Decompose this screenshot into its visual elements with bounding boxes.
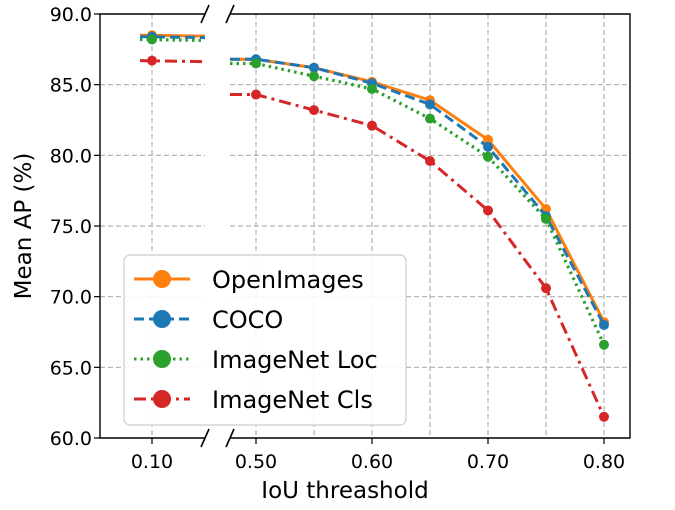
x-tick-label: 0.50 — [235, 451, 277, 473]
y-tick-label: 75.0 — [50, 216, 92, 238]
data-point — [599, 319, 609, 330]
y-axis-title: Mean AP (%) — [11, 153, 37, 300]
series-line-right — [230, 61, 606, 346]
data-point — [309, 105, 319, 116]
legend-marker — [153, 270, 171, 288]
data-point — [483, 141, 493, 152]
x-tick-label: 0.10 — [131, 451, 173, 473]
legend-item: ImageNet Loc — [134, 346, 378, 374]
legend-marker — [153, 390, 171, 408]
y-tick-label: 80.0 — [50, 145, 92, 167]
series-line-right — [230, 57, 606, 326]
data-point — [367, 83, 377, 94]
series-imagenet-cls — [139, 55, 609, 422]
x-tick-label: 0.60 — [351, 451, 393, 473]
y-tick-label: 90.0 — [50, 4, 92, 26]
series-imagenet-loc — [139, 34, 609, 350]
data-point — [425, 113, 435, 124]
data-point — [309, 71, 319, 82]
legend-label: ImageNet Cls — [212, 386, 373, 414]
series-lines — [139, 30, 609, 422]
data-point — [483, 151, 493, 162]
legend-marker — [153, 310, 171, 328]
series-line-left — [139, 35, 205, 40]
legend: OpenImages COCO ImageNet Loc ImageNet Cls — [123, 254, 407, 426]
data-point — [541, 213, 551, 224]
legend-item: ImageNet Cls — [134, 386, 373, 414]
x-axis-title: IoU threashold — [261, 478, 428, 504]
x-tick-label: 0.70 — [467, 451, 509, 473]
axis-break-mark — [225, 428, 235, 448]
legend-label: OpenImages — [212, 266, 364, 294]
x-tick-label: 0.80 — [583, 451, 625, 473]
data-point — [599, 411, 609, 422]
data-point — [147, 34, 157, 45]
ticks: 60.0 65.0 70.0 75.0 80.0 85.0 90.0 0.10 0.50 0.60… — [50, 4, 625, 473]
axis-break-mark — [225, 4, 235, 24]
data-point — [309, 62, 319, 73]
axis-break-mark — [200, 4, 210, 24]
data-point — [425, 99, 435, 110]
right-panel-frame — [230, 13, 631, 439]
data-point — [599, 339, 609, 350]
data-point — [147, 55, 157, 66]
legend-label: COCO — [212, 306, 283, 334]
legend-label: ImageNet Loc — [212, 346, 378, 374]
axis-break-mark — [200, 428, 210, 448]
data-point — [541, 283, 551, 294]
data-point — [425, 155, 435, 166]
legend-marker — [153, 350, 171, 368]
data-point — [483, 205, 493, 216]
data-point — [483, 134, 493, 145]
y-tick-label: 70.0 — [50, 287, 92, 309]
data-point — [367, 120, 377, 131]
y-tick-label: 65.0 — [50, 357, 92, 379]
y-tick-label: 85.0 — [50, 75, 92, 97]
legend-box — [123, 254, 407, 426]
data-point — [251, 58, 261, 69]
legend-item: COCO — [134, 306, 283, 334]
data-point — [251, 89, 261, 100]
y-tick-label: 60.0 — [50, 428, 92, 450]
series-line-right — [230, 93, 606, 418]
legend-item: OpenImages — [134, 266, 364, 294]
